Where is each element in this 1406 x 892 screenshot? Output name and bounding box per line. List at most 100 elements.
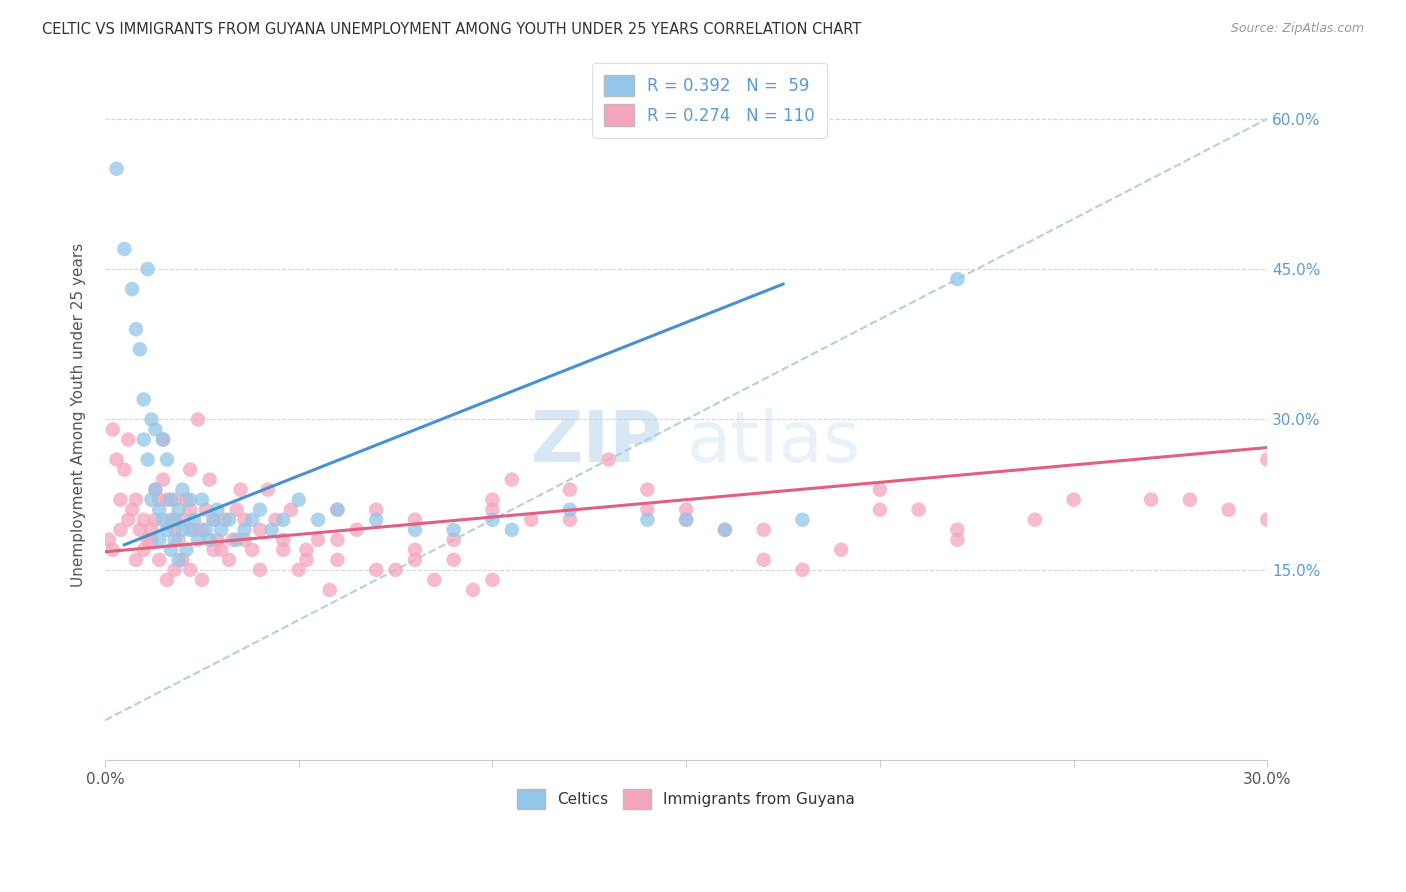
Point [218,553,240,567]
Point [792,563,814,577]
Point [160,542,183,557]
Text: Source: ZipAtlas.com: Source: ZipAtlas.com [1230,22,1364,36]
Point [187,412,209,426]
Point [202,513,225,527]
Point [520,513,543,527]
Point [233,533,256,547]
Text: CELTIC VS IMMIGRANTS FROM GUYANA UNEMPLOYMENT AMONG YOUTH UNDER 25 YEARS CORRELA: CELTIC VS IMMIGRANTS FROM GUYANA UNEMPLO… [42,22,862,37]
Point [163,533,186,547]
Point [191,492,214,507]
Point [105,452,128,467]
Point [148,553,170,567]
Point [404,513,426,527]
Point [946,523,969,537]
Point [271,533,294,547]
Point [117,433,139,447]
Point [128,523,150,537]
Point [366,563,388,577]
Point [202,513,225,527]
Point [481,502,503,516]
Point [481,513,503,527]
Point [132,542,155,557]
Point [179,502,201,516]
Point [636,502,658,516]
Point [1063,492,1085,507]
Point [209,542,232,557]
Point [110,492,132,507]
Point [307,513,329,527]
Point [271,513,294,527]
Point [132,433,155,447]
Point [501,523,523,537]
Point [461,582,484,597]
Point [191,523,214,537]
Point [148,533,170,547]
Point [191,573,214,587]
Point [132,513,155,527]
Point [675,502,697,516]
Text: atlas: atlas [686,408,860,476]
Point [319,582,342,597]
Point [136,533,159,547]
Point [1024,513,1046,527]
Point [152,433,174,447]
Point [558,502,581,516]
Point [260,523,283,537]
Point [598,452,620,467]
Legend: Celtics, Immigrants from Guyana: Celtics, Immigrants from Guyana [512,783,860,815]
Point [326,533,349,547]
Point [136,262,159,277]
Point [132,392,155,407]
Point [163,563,186,577]
Point [125,492,148,507]
Point [222,533,245,547]
Point [176,492,198,507]
Point [249,523,271,537]
Point [326,502,349,516]
Point [179,492,201,507]
Y-axis label: Unemployment Among Youth under 25 years: Unemployment Among Youth under 25 years [72,243,86,587]
Text: ZIP: ZIP [530,408,662,476]
Point [194,502,217,516]
Point [558,483,581,497]
Point [792,513,814,527]
Point [752,523,775,537]
Point [636,483,658,497]
Point [366,513,388,527]
Point [264,513,287,527]
Point [240,513,263,527]
Point [404,523,426,537]
Point [233,523,256,537]
Point [183,523,205,537]
Point [481,573,503,587]
Point [346,523,368,537]
Point [179,462,201,476]
Point [1140,492,1163,507]
Point [225,533,247,547]
Point [869,502,891,516]
Point [194,523,217,537]
Point [163,492,186,507]
Point [1256,513,1278,527]
Point [172,553,194,567]
Point [207,502,229,516]
Point [148,502,170,516]
Point [1256,452,1278,467]
Point [481,492,503,507]
Point [148,492,170,507]
Point [172,523,194,537]
Point [143,513,166,527]
Point [176,542,198,557]
Point [714,523,737,537]
Point [121,502,143,516]
Point [1178,492,1201,507]
Point [167,533,190,547]
Point [183,513,205,527]
Point [295,542,318,557]
Point [179,563,201,577]
Point [675,513,697,527]
Point [143,422,166,436]
Point [558,513,581,527]
Point [143,483,166,497]
Point [501,473,523,487]
